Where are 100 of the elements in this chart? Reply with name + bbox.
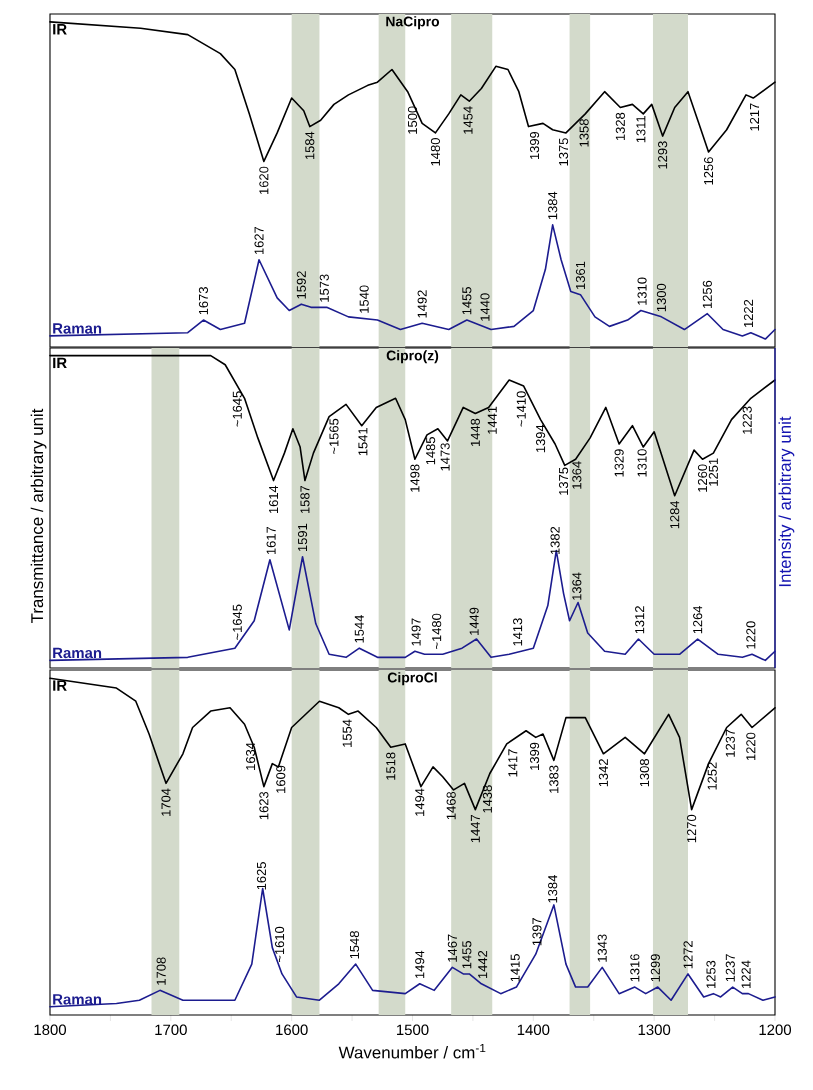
x-axis-title: Wavenumber / cm$^{-1}$ xyxy=(338,1043,486,1059)
annotation: 1442 xyxy=(478,950,488,979)
annotation: ~1480 xyxy=(432,613,442,649)
annotation: 1256 xyxy=(702,280,712,309)
annotation: 1384 xyxy=(548,191,558,220)
annotation: 1627 xyxy=(254,226,264,255)
x-tick-label: 1500 xyxy=(397,1024,429,1036)
annotation: 1252 xyxy=(707,762,717,790)
annotation: ~1610 xyxy=(274,926,285,963)
annotation: 1364 xyxy=(572,461,582,489)
annotation: 1253 xyxy=(706,960,716,988)
annotation: 1364 xyxy=(572,572,582,600)
annotation: 1384 xyxy=(548,875,558,903)
annotation: 1383 xyxy=(549,765,559,793)
annotation: 1609 xyxy=(276,765,286,793)
annotation: 1284 xyxy=(670,500,680,529)
annotation: 1467 xyxy=(447,934,457,962)
annotation: 1455 xyxy=(462,287,472,315)
annotation: 1251 xyxy=(708,458,718,486)
annotation: 1587 xyxy=(300,485,310,514)
annotation: 1623 xyxy=(259,791,269,820)
annotation: 1312 xyxy=(635,606,645,634)
annotation: 1361 xyxy=(575,261,586,289)
x-tick-label: 1600 xyxy=(276,1024,308,1036)
annotation: 1573 xyxy=(319,274,329,302)
annotation: ~1410 xyxy=(516,391,526,427)
annotation: 1440 xyxy=(480,293,490,321)
annotation: 1220 xyxy=(746,732,756,761)
annotation: 1316 xyxy=(630,954,640,982)
annotation: 1592 xyxy=(296,271,306,299)
annotation: 1708 xyxy=(156,957,166,985)
annotation: 1447 xyxy=(470,815,480,843)
annotation: 1217 xyxy=(749,103,759,131)
annotation: 1449 xyxy=(469,607,479,635)
annotation: 1454 xyxy=(463,106,473,134)
x-tick-label: 1200 xyxy=(759,1024,792,1036)
annotation: 1455 xyxy=(462,940,472,969)
chart-title: NaCipro xyxy=(386,16,440,30)
annotation: 1500 xyxy=(407,106,418,134)
annotation: 1382 xyxy=(550,526,560,555)
annotation: 1311 xyxy=(636,116,646,143)
annotation: 1375 xyxy=(558,138,569,166)
annotation: 1272 xyxy=(683,941,693,969)
annotation: 1441 xyxy=(487,406,497,434)
annotation: 1415 xyxy=(510,954,520,982)
annotation: 1518 xyxy=(386,752,396,780)
annotation: 1237 xyxy=(725,954,735,982)
annotation: 1343 xyxy=(597,934,607,962)
annotation: 1554 xyxy=(342,719,352,747)
annotation: 1544 xyxy=(354,615,364,643)
annotation: ~1565 xyxy=(329,418,339,455)
annotation: 1473 xyxy=(440,443,450,471)
annotation: 1310 xyxy=(637,277,647,305)
annotation: 1270 xyxy=(687,814,697,843)
annotation: 1614 xyxy=(268,485,279,514)
series-label: IR xyxy=(53,357,67,369)
x-tick-label: 1400 xyxy=(517,1024,550,1036)
annotation: 1375 xyxy=(558,467,569,495)
annotation: 1260 xyxy=(697,464,708,492)
annotation: 1673 xyxy=(198,287,209,315)
annotation: 1494 xyxy=(415,950,425,979)
annotation: 1492 xyxy=(417,290,427,318)
annotation: 1417 xyxy=(508,749,518,777)
annotation: 1448 xyxy=(470,418,480,447)
annotation: 1704 xyxy=(161,788,171,816)
annotation: 1308 xyxy=(639,759,650,787)
annotation: 1438 xyxy=(482,785,492,813)
annotation: 1617 xyxy=(266,526,276,555)
annotation: 1548 xyxy=(349,931,360,959)
annotation: ~1645 xyxy=(232,391,242,427)
annotation: 1224 xyxy=(741,960,751,988)
annotation: 1497 xyxy=(411,618,421,646)
annotation: 1498 xyxy=(410,464,420,492)
x-tick-label: 1800 xyxy=(34,1024,67,1036)
annotation: 1399 xyxy=(529,742,540,770)
series-label: Raman xyxy=(53,323,102,334)
annotation: 1223 xyxy=(742,406,752,434)
annotation: 1485 xyxy=(426,437,436,465)
x-tick-label: 1300 xyxy=(638,1024,671,1036)
annotation: ~1645 xyxy=(232,604,242,640)
annotation: 1256 xyxy=(703,157,714,185)
annotation: 1584 xyxy=(305,131,315,160)
annotation: 1620 xyxy=(259,166,269,194)
x-tick-label: 1700 xyxy=(155,1024,187,1036)
series-label: Raman xyxy=(53,994,102,1005)
annotation: 1264 xyxy=(693,605,703,634)
y2-axis-title: Intensity / arbitrary unit xyxy=(778,416,795,587)
annotation: 1541 xyxy=(358,427,368,456)
annotation: 1634 xyxy=(245,742,256,770)
series-label: Raman xyxy=(53,647,102,659)
annotation: 1591 xyxy=(297,523,308,552)
annotation: 1413 xyxy=(513,618,523,646)
chart-title: Cipro(z) xyxy=(386,350,439,364)
annotation: 1342 xyxy=(598,759,608,787)
chart-title: CiproCl xyxy=(387,672,437,686)
annotation: 1299 xyxy=(650,954,660,982)
annotation: 1399 xyxy=(529,131,540,160)
annotation: 1329 xyxy=(614,449,624,477)
y-axis-title: Transmittance / arbitrary unit xyxy=(30,408,47,624)
annotation: 1540 xyxy=(359,285,369,313)
